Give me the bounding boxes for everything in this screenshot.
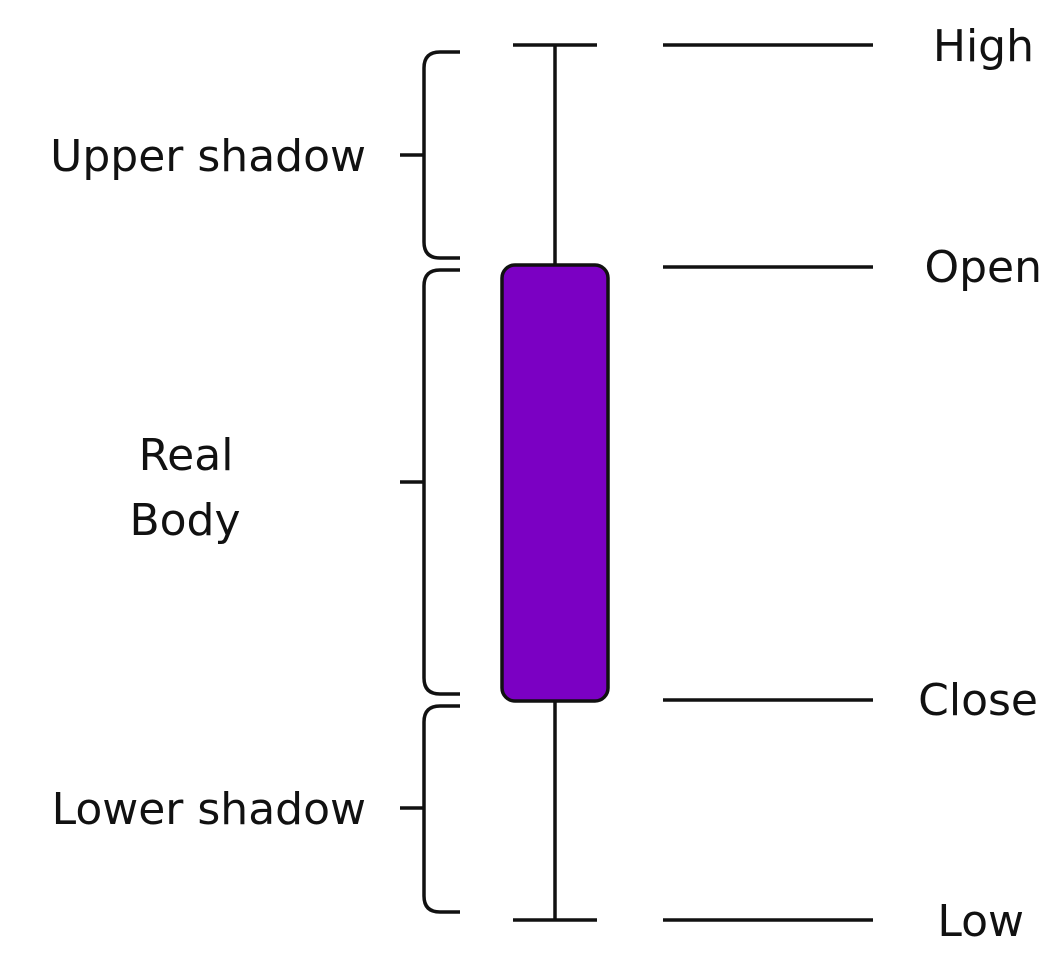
real-body-brace [422,268,460,696]
real-body-label-line2: Body [129,495,240,546]
high-label: High [933,21,1034,72]
low-label: Low [937,896,1024,947]
upper-shadow-label: Upper shadow [50,131,366,182]
candle-real-body [500,263,610,703]
lower-shadow-label: Lower shadow [52,784,366,835]
close-label: Close [918,675,1038,726]
upper-shadow-brace [422,50,460,260]
lower-shadow-brace [422,704,460,914]
real-body-label-line1: Real [139,430,234,481]
open-label: Open [924,242,1042,293]
